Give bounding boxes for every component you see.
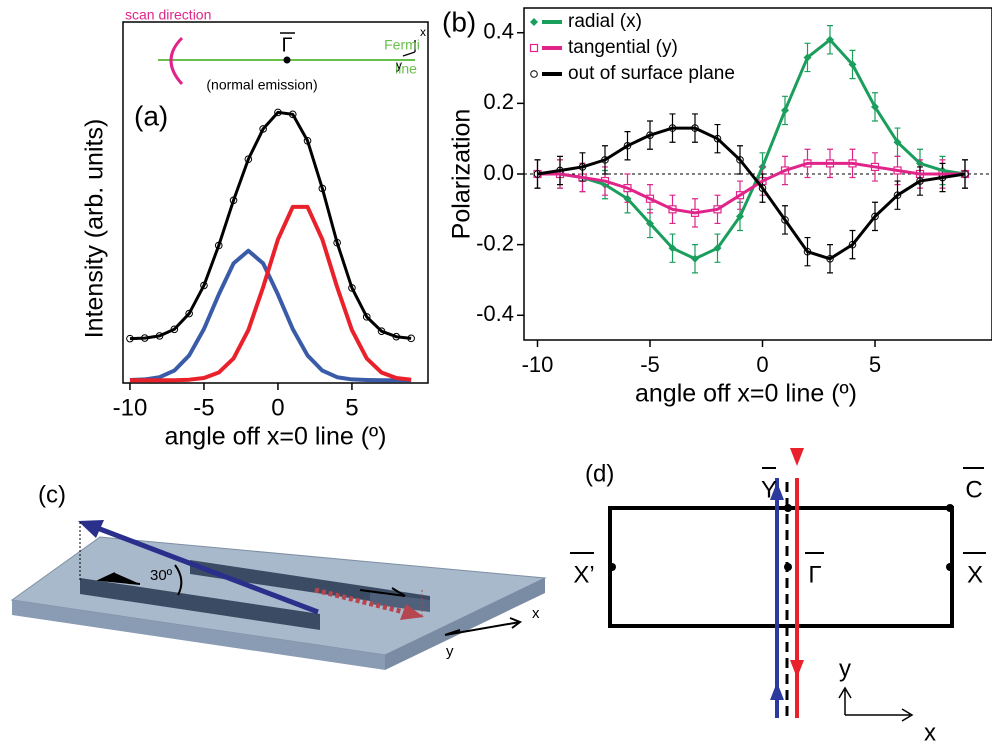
point xyxy=(784,563,792,571)
slab-side xyxy=(385,578,545,670)
axis-x-label: x xyxy=(532,605,540,622)
x-tick-label: -5 xyxy=(640,352,660,377)
marker xyxy=(893,191,902,199)
point-label: Γ xyxy=(808,561,821,588)
emission-label: (normal emission) xyxy=(206,77,317,93)
series-line xyxy=(537,38,966,261)
slab-front xyxy=(12,600,385,670)
x-tick-label: 5 xyxy=(345,394,358,421)
point-label: Y xyxy=(761,476,777,503)
marker xyxy=(758,184,767,192)
axes xyxy=(444,617,523,636)
axis-y-label: y xyxy=(446,643,454,660)
marker xyxy=(530,18,538,26)
y-tick-label: 0.0 xyxy=(483,160,514,185)
panel-label: (a) xyxy=(134,100,168,131)
inset: scan direction Γ (normal emission) Fermi… xyxy=(125,7,426,93)
x-tick-label: 0 xyxy=(756,352,768,377)
bar-end xyxy=(370,592,430,612)
y-tick-label: 0.2 xyxy=(483,89,514,114)
panel-label: (b) xyxy=(442,6,476,37)
inset-axes xyxy=(402,40,416,57)
point xyxy=(946,504,954,512)
marker xyxy=(871,212,879,221)
x-tick-label: 5 xyxy=(869,352,881,377)
arrow xyxy=(359,587,406,597)
marker xyxy=(530,70,538,78)
angle-arc xyxy=(174,564,183,596)
y-tick-label: 0.4 xyxy=(483,19,514,44)
point-label: C xyxy=(965,476,982,503)
series-line xyxy=(129,248,412,383)
scan-arc xyxy=(169,36,184,86)
legend-label: radial (x) xyxy=(568,11,642,32)
y-axis-label: Polarization xyxy=(448,109,476,240)
series-line xyxy=(537,161,965,215)
scan-label: scan direction xyxy=(125,7,211,23)
overbar xyxy=(570,467,986,554)
y-tick-label: -0.4 xyxy=(476,301,514,326)
marker xyxy=(781,216,789,224)
fermi-label: Fermi xyxy=(384,37,420,53)
point xyxy=(946,563,954,571)
series-line xyxy=(129,204,412,383)
point-label: X xyxy=(967,561,983,588)
projection-arrow xyxy=(314,587,409,616)
polarization-arrow xyxy=(91,523,319,615)
axis-x-label: x xyxy=(924,719,936,746)
gamma-label: Γ xyxy=(281,34,292,56)
series-line xyxy=(129,110,412,341)
marker xyxy=(848,240,857,249)
legend-label: out of surface plane xyxy=(568,63,735,84)
bar xyxy=(80,578,320,630)
axes xyxy=(838,686,914,722)
axis-y-label: y xyxy=(396,58,402,72)
legend-label: tangential (y) xyxy=(568,37,678,58)
gamma-dot xyxy=(283,56,291,64)
point xyxy=(608,563,616,571)
x-tick-label: -5 xyxy=(193,394,214,421)
angle-label: 30º xyxy=(150,567,173,584)
brillouin-zone xyxy=(608,506,954,628)
marker xyxy=(736,156,744,164)
arrow xyxy=(96,572,141,585)
x-tick-label: -10 xyxy=(522,352,554,377)
marker xyxy=(362,313,371,321)
arrowhead xyxy=(400,604,424,620)
point-label: X’ xyxy=(573,561,594,588)
plot-frame xyxy=(122,21,429,384)
panel-label: (c) xyxy=(38,481,66,508)
point xyxy=(784,504,792,512)
x-axis-label: angle off x=0 line (º) xyxy=(635,380,857,408)
axis-x-label: x xyxy=(420,25,426,39)
x-tick-label: 0 xyxy=(271,394,284,421)
panel-c: (c) 30º x y xyxy=(10,481,547,670)
y-tick-label: -0.2 xyxy=(476,230,514,255)
marker xyxy=(529,43,539,53)
x-tick-label: -10 xyxy=(113,394,148,421)
x-axis-label: angle off x=0 line (º) xyxy=(165,423,387,451)
panel-label: (d) xyxy=(585,460,614,487)
series-line xyxy=(537,126,966,261)
arrowhead xyxy=(78,520,104,538)
fermi-label: line xyxy=(395,61,417,77)
axis-y-label: y xyxy=(839,655,851,682)
y-axis-label: Intensity (arb. units) xyxy=(81,119,109,339)
panel-d: (d) Y C X’ X Γ y x xyxy=(570,448,986,746)
marker xyxy=(185,309,193,318)
